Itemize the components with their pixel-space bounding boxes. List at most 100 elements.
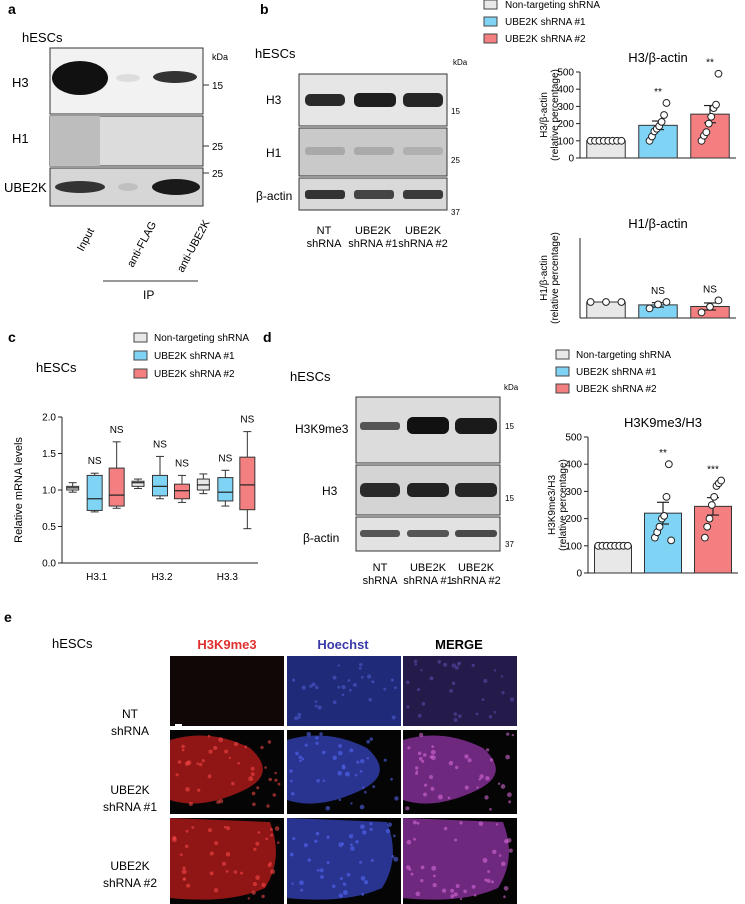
nucleus-dot xyxy=(350,846,355,851)
nucleus-dot xyxy=(321,750,326,755)
nucleus-dot xyxy=(485,748,490,752)
data-point xyxy=(714,296,723,305)
nucleus-dot xyxy=(385,829,391,834)
nucleus-dot xyxy=(240,871,243,875)
nucleus-dot xyxy=(422,753,427,757)
nucleus-dot xyxy=(325,806,331,811)
panel-d-lane2-l1: UBE2K xyxy=(410,562,447,574)
nucleus-dot xyxy=(459,897,463,901)
nucleus-dot xyxy=(272,793,277,797)
panel-e-col-h3k9me3: H3K9me3 xyxy=(197,637,256,652)
cell-colony xyxy=(170,818,276,900)
y-tick-label: 400 xyxy=(557,85,574,96)
nucleus-dot xyxy=(315,831,320,836)
nucleus-dot xyxy=(484,795,489,800)
panel-b-row-bactin: β-actin xyxy=(256,189,292,203)
nucleus-dot xyxy=(476,786,479,789)
chart-title: H3/β-actin xyxy=(628,50,688,65)
nucleus-dot xyxy=(317,705,322,710)
nucleus-dot xyxy=(391,855,395,858)
panel-b-lane1-l2: shRNA xyxy=(307,238,343,250)
nucleus-dot xyxy=(295,751,299,756)
nucleus-dot xyxy=(500,784,506,789)
nucleus-dot xyxy=(416,821,420,825)
data-point xyxy=(697,308,706,317)
nucleus-dot xyxy=(407,746,411,750)
y-axis-label-2: (relative percentage) xyxy=(558,459,569,551)
nucleus-dot xyxy=(332,755,337,761)
nucleus-dot xyxy=(231,781,235,786)
nucleus-dot xyxy=(483,678,488,684)
y-axis-label: Relative mRNA levels xyxy=(13,437,25,543)
nucleus-dot xyxy=(491,880,495,884)
nucleus-dot xyxy=(431,745,435,749)
nucleus-dot xyxy=(316,778,320,783)
box xyxy=(152,474,168,497)
nucleus-dot xyxy=(185,829,189,833)
nucleus-dot xyxy=(453,717,458,723)
nucleus-dot xyxy=(350,802,353,805)
nucleus-dot xyxy=(250,766,255,771)
nucleus-dot xyxy=(341,765,346,770)
nucleus-dot xyxy=(349,843,353,847)
nucleus-dot xyxy=(361,893,365,896)
y-tick-label: 1.0 xyxy=(42,486,56,497)
nucleus-dot xyxy=(366,674,372,679)
panel-a-marker-3: 25 xyxy=(212,169,224,180)
panel-d-kda: kDa xyxy=(504,383,519,392)
data-point xyxy=(655,522,664,531)
nucleus-dot xyxy=(177,760,182,764)
y-tick-label: 100 xyxy=(557,136,574,147)
nucleus-dot xyxy=(250,772,255,776)
nucleus-dot xyxy=(394,686,397,690)
nucleus-dot xyxy=(393,856,399,862)
nucleus-dot xyxy=(383,687,387,691)
nucleus-dot xyxy=(256,786,260,790)
nucleus-dot xyxy=(372,785,376,789)
nucleus-dot xyxy=(406,839,412,845)
panel-d-marker-1: 15 xyxy=(505,422,514,431)
nucleus-dot xyxy=(429,774,434,779)
nucleus-dot xyxy=(342,890,348,896)
panel-b-row-h1: H1 xyxy=(266,146,282,160)
nucleus-dot xyxy=(504,839,509,844)
nucleus-dot xyxy=(370,858,374,862)
panel-e-micrographs xyxy=(170,656,517,904)
significance-label: NS xyxy=(88,456,102,467)
nucleus-dot xyxy=(421,701,426,706)
nucleus-dot xyxy=(223,825,227,829)
panel-e-cell-label: hESCs xyxy=(52,636,93,651)
nucleus-dot xyxy=(453,892,458,897)
significance-label: ** xyxy=(706,58,714,69)
panel-a-letter: a xyxy=(8,1,16,17)
legend-d-swatch-nt xyxy=(555,349,570,360)
legend-c-swatch-1 xyxy=(133,350,148,361)
nucleus-dot xyxy=(209,871,214,876)
nucleus-dot xyxy=(292,837,296,841)
nucleus-dot xyxy=(171,837,177,843)
cell-colony xyxy=(170,735,263,804)
nucleus-dot xyxy=(316,868,320,872)
nucleus-dot xyxy=(454,665,459,670)
legend-d-swatch-1 xyxy=(555,366,570,377)
nucleus-dot xyxy=(342,882,347,887)
nucleus-dot xyxy=(315,685,319,690)
nucleus-dot xyxy=(358,667,362,670)
nucleus-dot xyxy=(511,733,515,737)
nucleus-dot xyxy=(420,865,425,870)
nucleus-dot xyxy=(417,751,422,756)
nucleus-dot xyxy=(443,662,448,667)
data-point xyxy=(714,69,723,78)
panel-a-row-h3: H3 xyxy=(12,75,29,90)
nucleus-dot xyxy=(341,685,346,690)
panel-b-marker-3: 37 xyxy=(451,208,460,217)
cell-colony xyxy=(403,818,509,900)
nucleus-dot xyxy=(346,872,351,877)
nucleus-dot xyxy=(493,669,497,672)
nucleus-dot xyxy=(413,837,416,841)
nucleus-dot xyxy=(415,771,419,776)
nucleus-dot xyxy=(479,774,484,779)
significance-label: NS xyxy=(651,286,665,297)
nucleus-dot xyxy=(289,852,294,857)
nucleus-dot xyxy=(188,801,193,806)
